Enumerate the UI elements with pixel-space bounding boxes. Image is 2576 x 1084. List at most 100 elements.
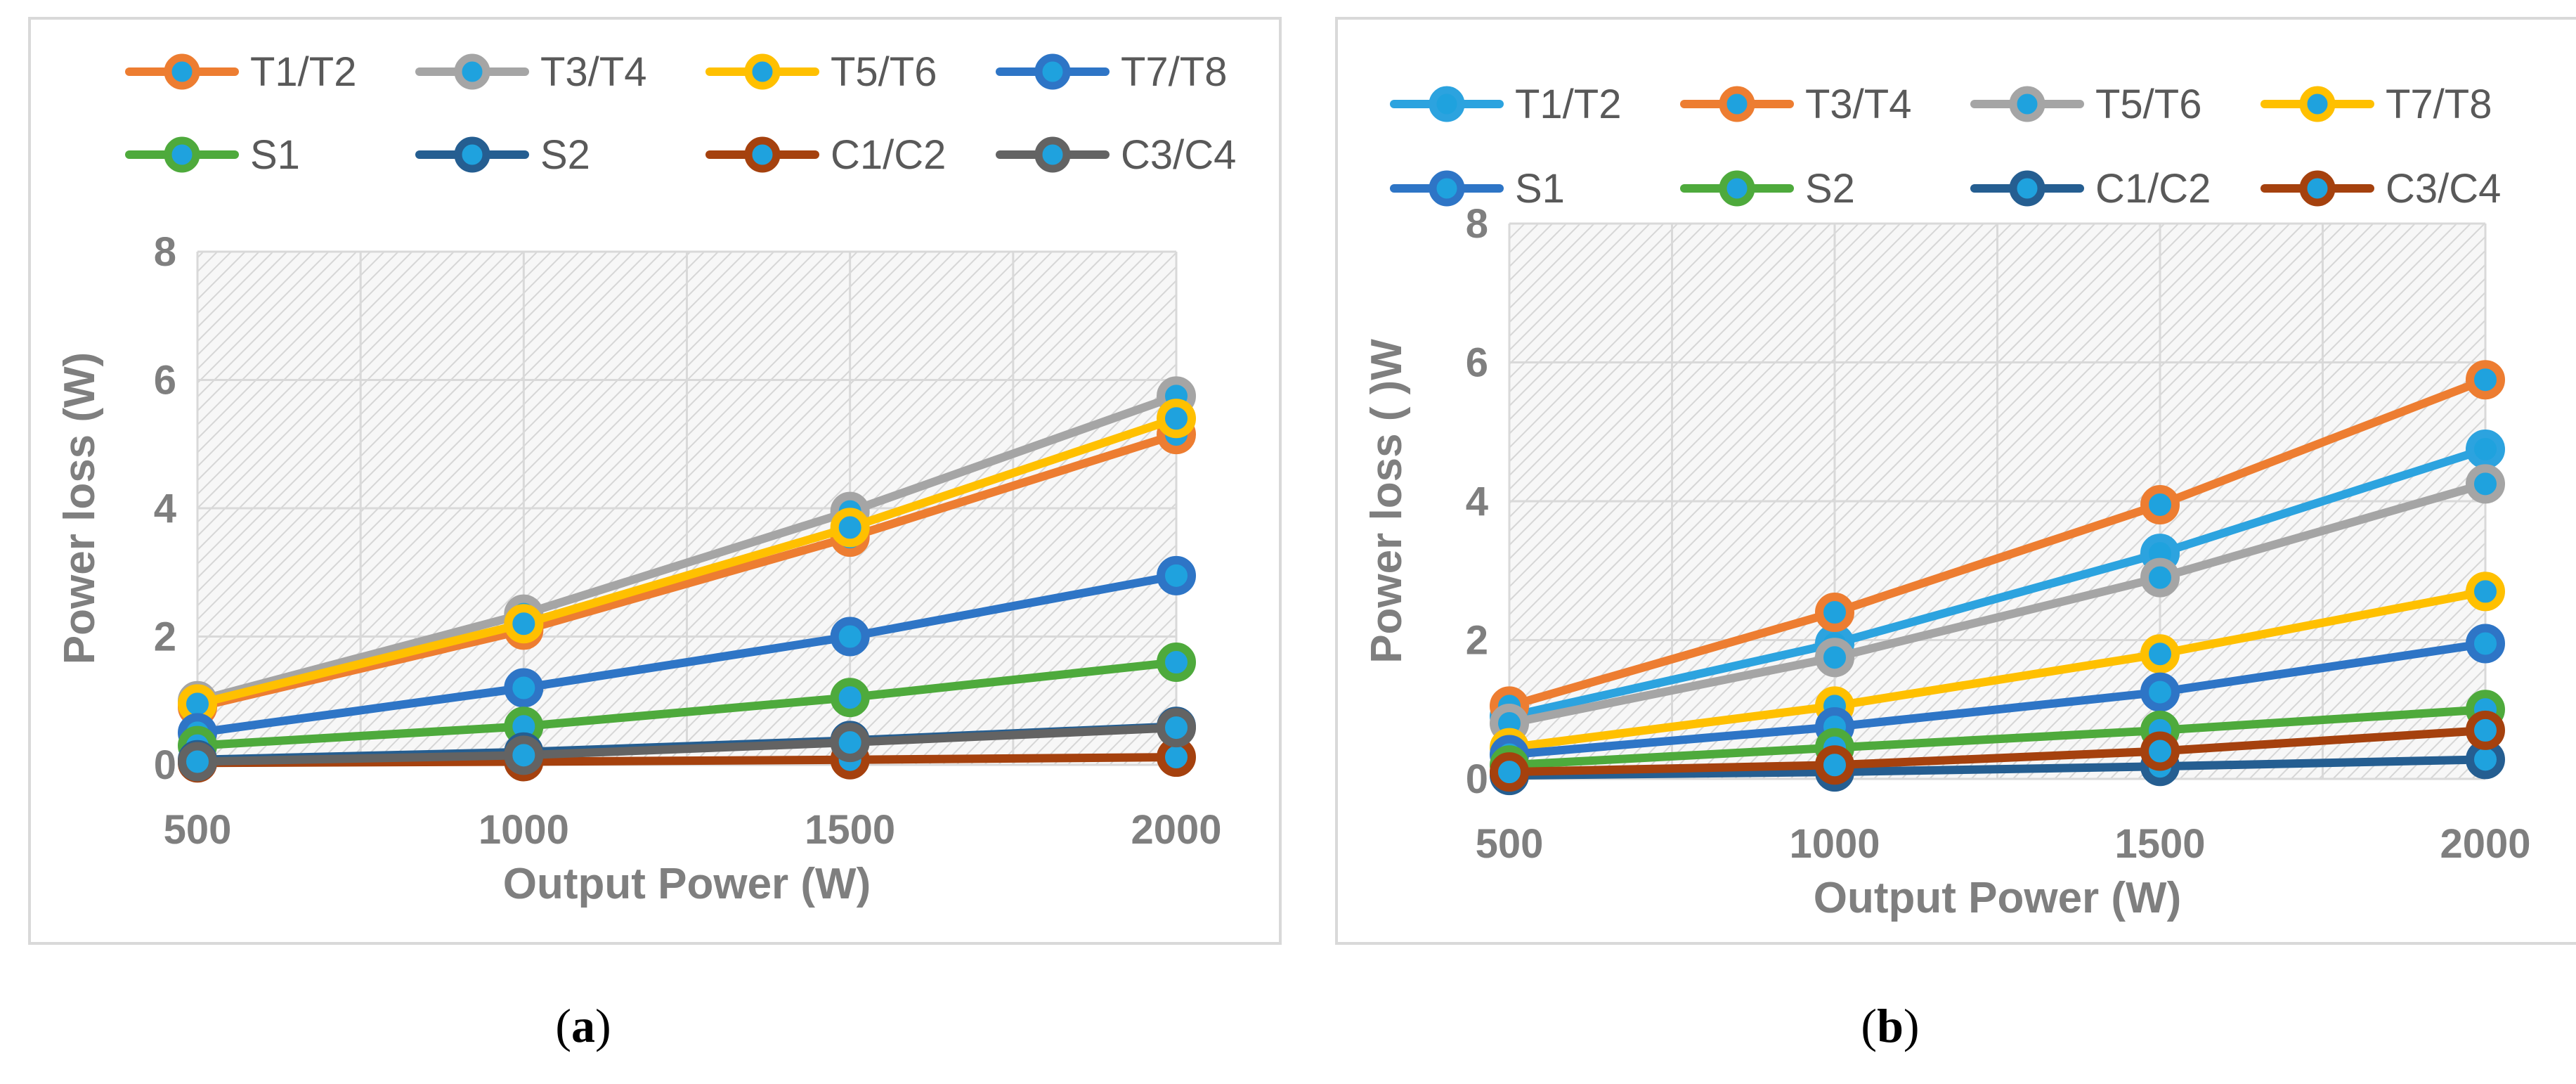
- chart-b-data-point: [1490, 752, 1529, 792]
- chart-a-legend-label: S1: [250, 132, 300, 178]
- chart-a-xtick-label: 500: [164, 807, 232, 853]
- chart-a-ytick-label: 0: [154, 742, 176, 788]
- chart-a-legend-marker: [1034, 136, 1071, 173]
- chart-b-ytick-label: 0: [1466, 756, 1488, 802]
- chart-a-svg: 0 2 4 6 8 500 1000 1500 2000 Output Power (W) Powe…: [56, 49, 1236, 908]
- chart-a-ytick-label: 2: [154, 614, 176, 660]
- chart-b-ytick-label: 4: [1466, 479, 1488, 524]
- chart-b-legend-marker: [1719, 170, 1755, 207]
- chart-panel-a: 0 2 4 6 8 500 1000 1500 2000 Output Power (W) Powe…: [28, 17, 1282, 945]
- chart-b-legend-label: T1/T2: [1515, 82, 1622, 127]
- chart-a-data-point: [830, 678, 870, 718]
- chart-b-data-point: [2140, 731, 2180, 771]
- chart-b-legend-label: C3/C4: [2386, 166, 2501, 212]
- chart-a-data-point: [1157, 555, 1196, 595]
- chart-b-ytick-label: 8: [1466, 201, 1488, 247]
- chart-a-legend-label: T5/T6: [831, 49, 937, 95]
- chart-a-data-point: [504, 668, 544, 708]
- chart-a-data-point: [1157, 643, 1196, 682]
- chart-b-data-point: [1815, 593, 1854, 632]
- chart-b-data-point: [2466, 710, 2505, 750]
- chart-b-yaxis-title: Power loss ( )W: [1362, 339, 1411, 664]
- caption-a: (a): [555, 999, 611, 1052]
- chart-b-xtick-label: 500: [1476, 821, 1544, 867]
- caption-a-label: a: [571, 999, 595, 1052]
- chart-b-data-point: [2466, 429, 2505, 469]
- chart-a-series-line: [193, 414, 1180, 709]
- chart-b-series-line: [1505, 755, 2490, 780]
- chart-b-legend-marker: [1719, 86, 1755, 122]
- chart-a-legend-marker: [1034, 53, 1071, 90]
- chart-a-legend-label: C1/C2: [831, 132, 946, 178]
- chart-a-data-point: [830, 723, 870, 763]
- chart-a-data-point: [830, 617, 870, 657]
- chart-a-xtick-label: 1000: [479, 807, 569, 853]
- chart-b-series-line: [1505, 639, 2490, 759]
- chart-b-legend-marker: [2299, 86, 2336, 122]
- chart-a-xtick-label: 2000: [1131, 807, 1221, 853]
- chart-b-ytick-label: 6: [1466, 340, 1488, 386]
- caption-b-label: b: [1877, 999, 1904, 1052]
- chart-a-series-line: [193, 571, 1180, 737]
- chart-b-legend-marker: [2009, 86, 2045, 122]
- chart-a-legend-marker: [454, 53, 490, 90]
- chart-b-series-line: [1505, 725, 2490, 777]
- chart-a-yaxis-title: Power loss (W): [56, 352, 104, 664]
- chart-b-series-line: [1505, 705, 2490, 770]
- chart-a-data-point: [1157, 708, 1196, 748]
- chart-b-ytick-label: 2: [1466, 618, 1488, 664]
- chart-b-data-point: [1815, 638, 1854, 678]
- chart-b-series-line: [1505, 479, 2490, 728]
- chart-a-series-line: [193, 392, 1180, 705]
- chart-a-xtick-label: 1500: [805, 807, 895, 853]
- chart-b-data-point: [2466, 572, 2505, 612]
- chart-a-legend-label: S2: [540, 132, 590, 178]
- chart-b-data-point: [2140, 672, 2180, 712]
- chart-b-data-point: [2466, 624, 2505, 664]
- chart-b-series-line: [1505, 444, 2490, 721]
- chart-b-legend-label: S1: [1515, 166, 1565, 212]
- chart-panel-b: 0 2 4 6 8 500 1000 1500 2000 Output Power (W) Powe…: [1335, 17, 2576, 945]
- chart-a-legend-label: C3/C4: [1121, 132, 1236, 178]
- chart-a-series-line: [193, 430, 1180, 711]
- chart-b-legend-label: S2: [1805, 166, 1855, 212]
- chart-a-legend-marker: [164, 53, 200, 90]
- chart-b-series-line: [1505, 375, 2490, 711]
- chart-a-legend-label: T1/T2: [250, 49, 357, 95]
- chart-a-data-point: [504, 604, 544, 644]
- chart-b-series-line: [1505, 587, 2490, 752]
- chart-b-data-point: [2140, 484, 2180, 524]
- chart-a-ytick-label: 8: [154, 229, 176, 275]
- chart-a-ytick-label: 4: [154, 486, 176, 531]
- chart-b-data-point: [1815, 745, 1854, 785]
- chart-b-legend-label: T5/T6: [2095, 82, 2202, 127]
- chart-a-legend-label: T7/T8: [1121, 49, 1228, 95]
- chart-a-data-point: [178, 742, 217, 782]
- chart-a-ytick-label: 6: [154, 358, 176, 404]
- chart-a-legend-marker: [744, 53, 781, 90]
- chart-b-data-point: [2140, 634, 2180, 674]
- chart-b-data-point: [2466, 464, 2505, 504]
- chart-a-series-line: [193, 723, 1180, 766]
- chart-b-svg: 0 2 4 6 8 500 1000 1500 2000 Output Power (W) Powe…: [1362, 82, 2531, 922]
- caption-b: (b): [1861, 999, 1920, 1052]
- chart-b-legend-label: T3/T4: [1805, 82, 1912, 127]
- chart-a-data-point: [1157, 399, 1196, 439]
- chart-a-legend-marker: [164, 136, 200, 173]
- chart-a-legend-marker: [454, 136, 490, 173]
- chart-a-data-point: [830, 508, 870, 548]
- chart-b-legend-label: T7/T8: [2386, 82, 2492, 127]
- chart-a-legend-label: T3/T4: [540, 49, 647, 95]
- chart-b-legend-marker: [1429, 170, 1465, 207]
- chart-b-legend-marker: [1429, 86, 1465, 122]
- chart-a-xaxis-title: Output Power (W): [503, 860, 871, 908]
- chart-a-series-line: [193, 658, 1180, 750]
- chart-b-legend-label: C1/C2: [2095, 166, 2211, 212]
- chart-a-legend-marker: [744, 136, 781, 173]
- chart-a-data-point: [504, 735, 544, 775]
- chart-b-data-point: [2140, 557, 2180, 598]
- chart-b-xaxis-title: Output Power (W): [1814, 874, 2181, 922]
- chart-b-data-point: [2466, 360, 2505, 400]
- chart-b-xtick-label: 2000: [2440, 821, 2530, 867]
- chart-b-legend-marker: [2009, 170, 2045, 207]
